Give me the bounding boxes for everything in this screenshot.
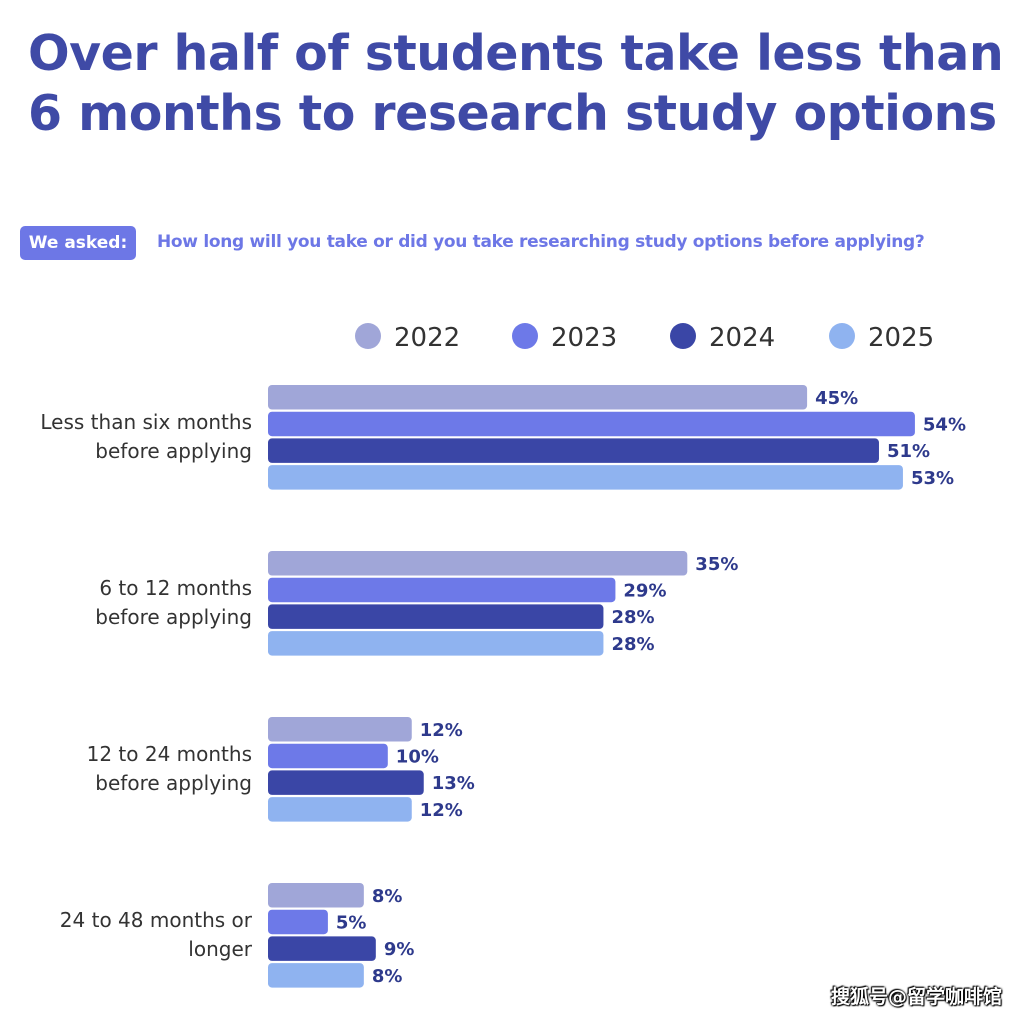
bar-2025 — [268, 631, 604, 656]
bar-2023 — [268, 577, 616, 603]
data-label: 53% — [911, 468, 954, 489]
bar-2024 — [268, 604, 604, 629]
chart-title: Over half of students take less than 6 m… — [28, 25, 1004, 142]
bar-2022 — [268, 883, 364, 908]
data-label: 51% — [887, 441, 930, 462]
bar-2023 — [268, 411, 915, 437]
data-label: 9% — [384, 939, 415, 960]
category-group: 6 to 12 months before applying 35% 29% 28% 28… — [95, 551, 738, 656]
category-label: before applying — [95, 605, 252, 629]
legend-item-2024: 2024 — [670, 323, 775, 353]
bar-2024 — [268, 770, 424, 795]
data-label: 45% — [815, 388, 858, 409]
data-label: 29% — [623, 580, 666, 601]
bar-2022 — [268, 551, 688, 576]
category-label: longer — [188, 937, 252, 961]
legend-swatch — [829, 323, 855, 349]
legend-item-2025: 2025 — [829, 323, 934, 353]
bar-2025 — [268, 465, 903, 490]
data-label: 54% — [923, 414, 966, 435]
category-label: Less than six months — [40, 410, 252, 434]
bar-2022 — [268, 717, 412, 742]
bar-2024 — [268, 438, 879, 463]
bar-2022 — [268, 385, 808, 410]
legend-item-2022: 2022 — [355, 323, 460, 353]
data-label: 12% — [420, 720, 463, 741]
legend-swatch — [355, 323, 381, 349]
data-label: 5% — [336, 912, 367, 933]
legend-item-2023: 2023 — [512, 323, 617, 353]
data-label: 35% — [695, 554, 738, 575]
we-asked-badge: We asked: — [20, 226, 136, 260]
bar-2023 — [268, 743, 388, 769]
survey-question: How long will you take or did you take r… — [157, 232, 925, 252]
legend-swatch — [512, 323, 538, 349]
bar-2024 — [268, 936, 376, 961]
data-label: 8% — [372, 886, 403, 907]
data-label: 8% — [372, 966, 403, 987]
category-label: 24 to 48 months or — [60, 908, 253, 932]
data-label: 28% — [611, 607, 654, 628]
category-label: before applying — [95, 771, 252, 795]
bar-2025 — [268, 797, 412, 822]
data-label: 28% — [611, 634, 654, 655]
legend-label: 2025 — [868, 323, 934, 353]
legend-label: 2023 — [551, 323, 617, 353]
data-label: 10% — [396, 746, 439, 767]
watermark: 搜狐号@留学咖啡馆 — [830, 986, 1002, 1008]
data-label: 13% — [432, 773, 475, 794]
category-label: 6 to 12 months — [99, 576, 252, 600]
legend-label: 2024 — [709, 323, 775, 353]
category-label: 12 to 24 months — [87, 742, 252, 766]
bar-2025 — [268, 963, 364, 988]
category-group: 12 to 24 months before applying 12% 10% 13% 1… — [87, 717, 475, 822]
data-label: 12% — [420, 800, 463, 821]
legend-swatch — [670, 323, 696, 349]
bar-2023 — [268, 909, 328, 935]
legend-label: 2022 — [394, 323, 460, 353]
category-group: Less than six months before applying 45% 54… — [40, 385, 966, 490]
category-label: before applying — [95, 439, 252, 463]
